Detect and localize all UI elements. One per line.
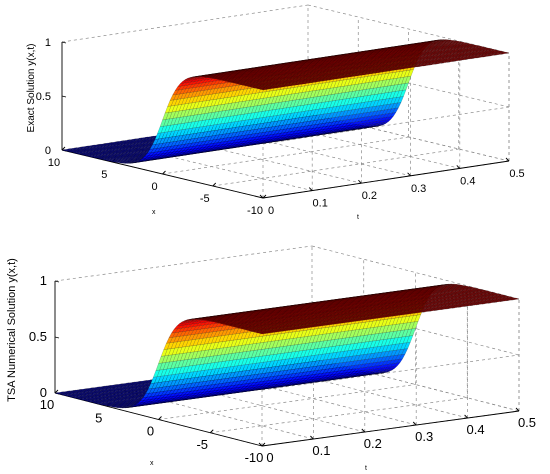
surface-mesh	[61, 39, 510, 164]
